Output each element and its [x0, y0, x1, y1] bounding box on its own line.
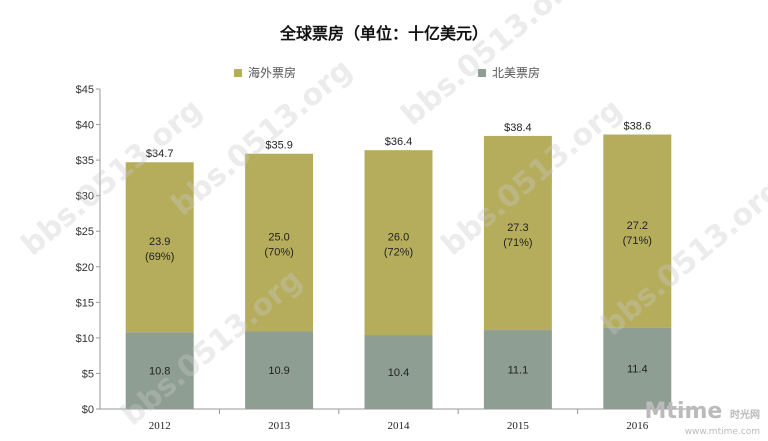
bar-segment	[364, 335, 433, 409]
data-label-share: (69%)	[145, 251, 174, 263]
bar-segment	[245, 331, 314, 409]
data-label: 27.2	[627, 220, 648, 232]
y-tick-label: $5	[82, 368, 94, 380]
data-label-share: (71%)	[503, 237, 532, 249]
bar-segment	[125, 332, 194, 409]
data-label: 10.8	[149, 366, 170, 378]
total-label: $34.7	[146, 148, 174, 160]
legend-swatch	[478, 68, 486, 77]
y-tick-label: $30	[76, 191, 94, 203]
total-label: $38.4	[504, 122, 532, 134]
y-tick-label: $35	[76, 155, 94, 167]
bar-segment	[483, 135, 552, 331]
bar-segment	[483, 330, 552, 409]
x-tick-label: 2015	[507, 420, 530, 432]
legend-item-north-america: 北美票房	[478, 64, 540, 81]
x-tick-label: 2013	[268, 420, 291, 432]
y-tick-label: $40	[76, 120, 94, 132]
legend-item-overseas: 海外票房	[234, 64, 296, 81]
data-label: 25.0	[268, 232, 289, 244]
y-tick-label: $45	[76, 84, 94, 96]
legend-label: 北美票房	[492, 66, 541, 80]
chart-title: 全球票房（单位：十亿美元）	[279, 24, 488, 43]
y-tick-label: $0	[82, 404, 94, 416]
data-label: 10.9	[268, 365, 289, 377]
y-tick-label: $25	[76, 226, 94, 238]
data-label: 10.4	[388, 367, 409, 379]
data-label: 11.4	[627, 363, 648, 375]
data-label-share: (71%)	[623, 235, 652, 247]
bar-segment	[364, 150, 433, 336]
bar-segment	[603, 134, 672, 328]
bar-segment	[125, 162, 194, 333]
x-tick-label: 2012	[149, 420, 171, 432]
data-label: 26.0	[388, 232, 409, 244]
data-label: 23.9	[149, 236, 170, 248]
legend-label: 海外票房	[248, 66, 297, 80]
legend-swatch	[234, 68, 242, 77]
data-label-share: (70%)	[264, 247, 293, 259]
data-label: 11.1	[508, 365, 529, 377]
total-label: $35.9	[265, 140, 293, 152]
data-label: 27.3	[507, 222, 528, 234]
y-tick-label: $10	[76, 333, 94, 345]
x-tick-label: 2016	[626, 420, 649, 432]
bar-segment	[603, 327, 672, 409]
y-tick-label: $20	[76, 262, 94, 274]
data-label-share: (72%)	[384, 247, 413, 259]
bar-segment	[245, 153, 314, 332]
mtime-logo: Mtime 时光网 www.mtime.com	[644, 399, 760, 438]
y-tick-label: $15	[76, 297, 94, 309]
total-label: $38.6	[624, 121, 652, 133]
x-tick-label: 2014	[388, 420, 411, 432]
total-label: $36.4	[385, 136, 413, 148]
